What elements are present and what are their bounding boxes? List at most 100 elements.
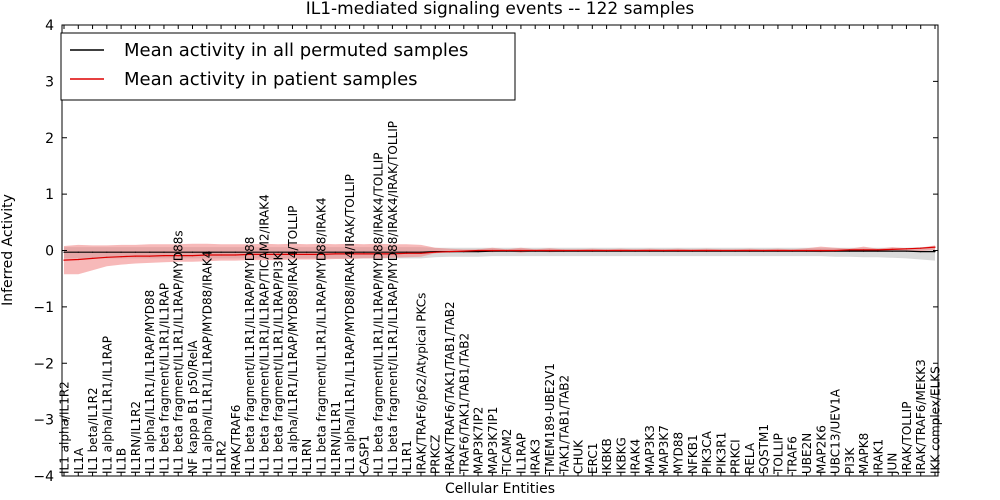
point-patient — [434, 251, 436, 253]
x-tick-label: UBC13/UEV1A — [829, 388, 843, 474]
point-patient — [63, 259, 65, 261]
y-tick-label: −4 — [33, 469, 54, 485]
point-patient — [777, 249, 779, 252]
point-patient — [634, 249, 636, 252]
point-patient — [249, 253, 251, 255]
x-tick-label: TRAF6 — [786, 436, 800, 475]
point-permuted — [234, 251, 236, 253]
x-tick-label: TOLLIP — [771, 433, 785, 475]
x-tick-label: IL1R1 — [400, 440, 414, 474]
x-tick-label: IL1 beta fragment/IL1R1/IL1RAP/TICAM2/IR… — [257, 194, 271, 474]
point-patient — [905, 248, 908, 250]
point-patient — [520, 249, 522, 252]
point-patient — [863, 249, 865, 251]
point-permuted — [363, 251, 365, 253]
x-tick-label: IKBKG — [614, 437, 628, 474]
x-tick-label: IRAK/TOLLIP — [900, 402, 914, 474]
point-permuted — [120, 251, 122, 253]
point-permuted — [92, 251, 94, 253]
x-tick-label: IL1 beta fragment/IL1R1/IL1RAP/MYD88/IRA… — [315, 197, 329, 474]
point-patient — [263, 253, 265, 255]
x-tick-label: IRAK/TRAF6/TAK1/TAB1/TAB2 — [443, 301, 457, 474]
x-tick-label: NF kappa B1 p50/RelA — [186, 340, 200, 474]
x-axis-label: Cellular Entities — [445, 481, 555, 497]
point-patient — [349, 253, 351, 255]
point-permuted — [320, 251, 322, 253]
point-patient — [620, 249, 622, 252]
x-tick-label: IRAK/TRAF6 — [229, 405, 243, 474]
point-permuted — [934, 251, 936, 253]
y-tick-label: 2 — [45, 131, 54, 147]
x-tick-label: IL1 beta fragment/IL1R1/IL1RAP/PI3K — [272, 251, 286, 474]
point-permuted — [334, 251, 336, 253]
point-patient — [306, 253, 308, 255]
chart-title: IL1-mediated signaling events -- 122 sam… — [306, 0, 695, 19]
x-tick-label: IRAK/TRAF6/p62/Atypical PKCs — [415, 293, 429, 474]
point-patient — [534, 249, 536, 252]
point-patient — [491, 249, 493, 252]
point-patient — [149, 255, 151, 257]
point-permuted — [477, 251, 479, 253]
x-tick-label: TRAF6/TAK1/TAB1/TAB2 — [457, 333, 471, 475]
x-tick-label: IL1RN — [300, 439, 314, 474]
y-tick-label: −3 — [33, 413, 54, 429]
legend-label: Mean activity in patient samples — [124, 69, 418, 90]
x-tick-label: RELA — [743, 442, 757, 474]
x-tick-label: MAP3K7 — [657, 425, 671, 474]
point-patient — [177, 255, 179, 257]
point-permuted — [406, 251, 408, 253]
point-patient — [577, 249, 579, 252]
x-tick-label: PIK3R1 — [714, 432, 728, 474]
x-tick-label: MAP2K6 — [814, 425, 828, 474]
point-permuted — [191, 251, 194, 253]
x-tick-label: IRAK3 — [529, 439, 543, 474]
x-tick-label: IL1 alpha/IL1R2 — [58, 381, 72, 474]
x-tick-label: IL1 alpha/IL1R1/IL1RAP/MYD88/IRAK4/TOLLI… — [286, 206, 300, 474]
y-tick-label: 3 — [45, 74, 54, 90]
x-tick-label: IL1 alpha/IL1R1/IL1RAP — [100, 336, 114, 474]
x-tick-label: PRKCZ — [429, 435, 443, 474]
point-permuted — [877, 250, 879, 252]
point-permuted — [263, 251, 265, 253]
point-patient — [677, 249, 679, 252]
x-tick-label: TAK1/TAB1/TAB2 — [557, 375, 571, 475]
x-tick-label: MAP3K7IP2 — [472, 407, 486, 474]
point-patient — [377, 253, 379, 255]
point-permuted — [848, 250, 850, 252]
point-patient — [848, 249, 850, 251]
point-permuted — [206, 251, 208, 253]
point-permuted — [891, 250, 893, 252]
x-tick-label: IL1RN/IL1R1 — [329, 401, 343, 474]
x-tick-label: TMEM189-UBE2V1 — [543, 363, 557, 475]
point-patient — [591, 249, 593, 252]
x-tick-label: SQSTM1 — [757, 424, 771, 474]
point-patient — [463, 250, 465, 252]
point-patient — [477, 249, 479, 252]
x-tick-label: IL1RAP — [514, 433, 528, 474]
point-permuted — [377, 251, 379, 253]
y-axis-ticks: −4 −3 −2 −1 0 1 2 3 4 — [33, 18, 938, 485]
point-patient — [763, 249, 765, 252]
point-patient — [320, 253, 322, 255]
point-permuted — [149, 251, 151, 253]
y-tick-label: −1 — [33, 300, 54, 316]
point-patient — [234, 254, 236, 256]
x-tick-label: IKBKB — [600, 438, 614, 474]
point-patient — [448, 251, 451, 253]
y-tick-label: −2 — [33, 356, 54, 372]
point-patient — [834, 249, 836, 252]
x-tick-label: UBE2N — [800, 433, 814, 474]
point-patient — [734, 249, 736, 252]
x-tick-label: IL1 alpha/IL1R1/IL1RAP/MYD88/IRAK4/IRAK/… — [343, 174, 357, 474]
x-tick-label: IL1 beta fragment/IL1R1/IL1RAP/MYD88/IRA… — [386, 121, 400, 474]
point-permuted — [420, 251, 422, 253]
point-permuted — [905, 250, 908, 252]
x-tick-label: IRAK4 — [629, 439, 643, 474]
point-patient — [163, 255, 165, 257]
point-patient — [705, 249, 708, 252]
band-patient — [64, 243, 935, 275]
point-patient — [92, 257, 94, 259]
point-patient — [277, 253, 279, 255]
x-tick-label: MAP3K7IP1 — [486, 407, 500, 474]
